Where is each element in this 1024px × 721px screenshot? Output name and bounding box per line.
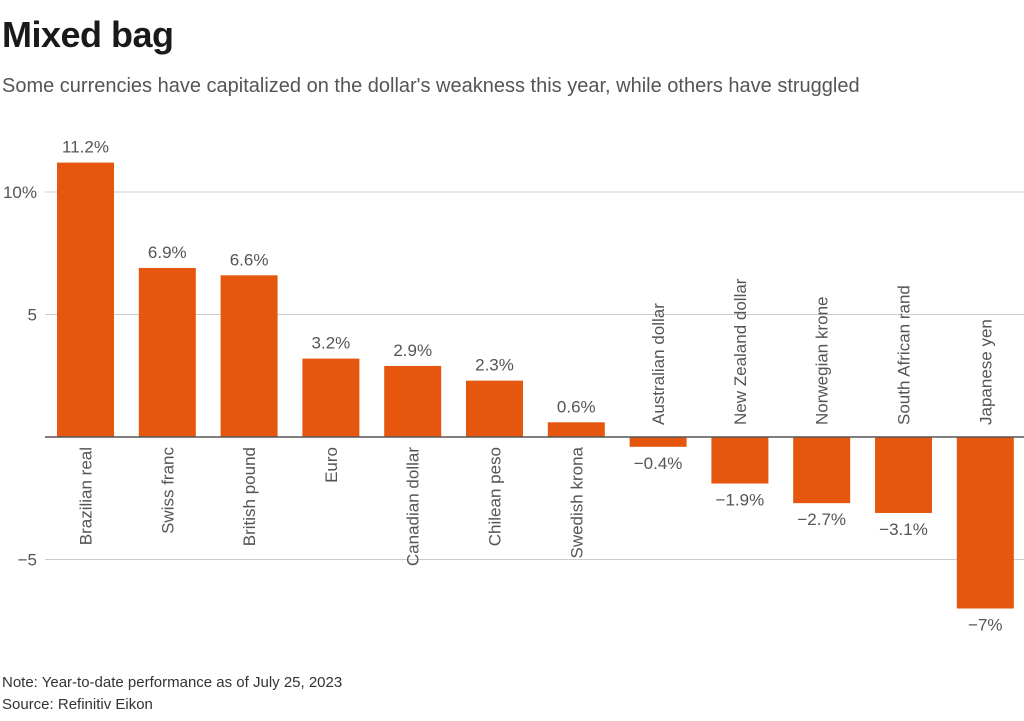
data-label: −7% bbox=[968, 616, 1003, 635]
data-label: 3.2% bbox=[312, 334, 351, 353]
bar bbox=[875, 437, 932, 513]
bar bbox=[793, 437, 851, 504]
chart-source: Source: Refinitiv Eikon bbox=[2, 696, 153, 713]
bar bbox=[547, 422, 605, 437]
category-label: Swedish krona bbox=[567, 446, 586, 558]
data-label: −1.9% bbox=[716, 491, 765, 510]
labels: 11.2% Brazilian real 6.9% Swiss franc 6.6% Br… bbox=[62, 138, 1003, 635]
data-label: 2.9% bbox=[393, 341, 432, 360]
category-label: Brazilian real bbox=[77, 447, 96, 545]
category-label: Norwegian krone bbox=[813, 296, 832, 425]
chart-subtitle: Some currencies have capitalized on the … bbox=[2, 75, 860, 97]
bar bbox=[956, 437, 1014, 609]
category-label: Japanese yen bbox=[976, 319, 995, 425]
data-label: 6.9% bbox=[148, 243, 187, 262]
category-label: Australian dollar bbox=[649, 303, 668, 425]
category-label: Swiss franc bbox=[158, 447, 177, 534]
data-label: 0.6% bbox=[557, 397, 596, 416]
y-tick-label: 10% bbox=[3, 183, 37, 202]
category-label: New Zealand dollar bbox=[731, 278, 750, 425]
data-label: 6.6% bbox=[230, 250, 269, 269]
bar bbox=[220, 275, 278, 437]
category-label: Euro bbox=[322, 447, 341, 483]
category-label: Canadian dollar bbox=[404, 447, 423, 566]
bar bbox=[629, 437, 687, 447]
data-label: −2.7% bbox=[797, 510, 846, 529]
data-label: 11.2% bbox=[62, 138, 109, 157]
bar bbox=[57, 162, 114, 437]
data-label: −0.4% bbox=[634, 454, 683, 473]
data-label: 2.3% bbox=[475, 356, 514, 375]
bar bbox=[466, 380, 523, 437]
bars bbox=[57, 162, 1014, 609]
bar bbox=[711, 437, 769, 484]
bar bbox=[384, 365, 442, 437]
y-tick-label: 5 bbox=[28, 306, 37, 325]
data-label: −3.1% bbox=[879, 520, 928, 539]
y-tick-label: −5 bbox=[18, 551, 37, 570]
chart-note: Note: Year-to-date performance as of Jul… bbox=[2, 674, 343, 691]
bar bbox=[302, 358, 360, 437]
chart-title: Mixed bag bbox=[2, 14, 174, 55]
bar bbox=[138, 267, 196, 437]
category-label: South African rand bbox=[895, 285, 914, 425]
gridlines: 10% 5 −5 bbox=[3, 183, 1024, 570]
category-label: Chilean peso bbox=[486, 447, 505, 546]
category-label: British pound bbox=[240, 447, 259, 546]
